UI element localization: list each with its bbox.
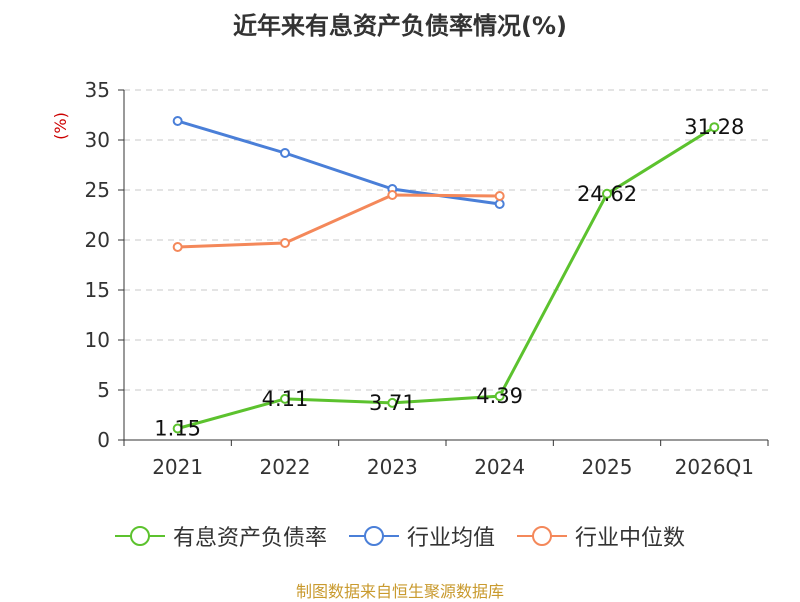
legend-label-2: 行业中位数 bbox=[575, 526, 686, 551]
chart-title: 近年来有息资产负债率情况(%) bbox=[233, 12, 567, 40]
y-tick-label: 10 bbox=[85, 328, 110, 352]
y-tick-label: 25 bbox=[85, 178, 110, 202]
series-line-2 bbox=[177, 193, 500, 249]
y-tick-label: 5 bbox=[97, 378, 110, 402]
data-label: 31.28 bbox=[684, 115, 744, 139]
data-point-0 bbox=[172, 423, 183, 434]
series-line-1 bbox=[177, 119, 500, 206]
data-point-0 bbox=[387, 397, 398, 408]
y-tick-label: 30 bbox=[85, 128, 110, 152]
source-note: 制图数据来自恒生聚源数据库 bbox=[295, 582, 504, 601]
legend-item-series-1[interactable]: 行业均值 bbox=[348, 520, 495, 552]
x-tick-label: 2023 bbox=[367, 455, 418, 479]
data-point-2 bbox=[387, 190, 398, 200]
y-tick-label: 0 bbox=[97, 428, 110, 452]
legend-item-series-0[interactable]: 有息资产负债率 bbox=[114, 520, 327, 552]
data-point-2 bbox=[280, 238, 290, 248]
x-tick-label: 2021 bbox=[152, 455, 203, 479]
x-tick-label: 2024 bbox=[474, 455, 525, 479]
data-point-1 bbox=[172, 116, 183, 126]
data-point-0 bbox=[709, 122, 720, 133]
data-label: 3.71 bbox=[369, 391, 416, 415]
data-point-2 bbox=[172, 242, 183, 252]
data-point-0 bbox=[280, 393, 290, 404]
legend-swatch-1 bbox=[348, 526, 399, 546]
legend-item-series-2[interactable]: 行业中位数 bbox=[517, 520, 685, 552]
data-label: 24.62 bbox=[577, 182, 637, 206]
data-point-0 bbox=[602, 188, 612, 199]
legend: 有息资产负债率 行业均值 行业中位数 bbox=[0, 520, 800, 552]
data-point-2 bbox=[494, 191, 505, 201]
y-tick-label: 15 bbox=[85, 278, 110, 302]
x-tick-label: 2025 bbox=[582, 455, 633, 479]
y-tick-label: 35 bbox=[85, 78, 110, 102]
legend-swatch-0 bbox=[114, 526, 165, 546]
series-line-0 bbox=[177, 125, 716, 430]
y-tick-label: 20 bbox=[85, 228, 110, 252]
data-point-1 bbox=[280, 148, 290, 158]
y-axis-label: (%) bbox=[51, 112, 70, 140]
data-label: 4.39 bbox=[476, 384, 523, 408]
data-point-0 bbox=[494, 391, 505, 402]
legend-swatch-2 bbox=[517, 526, 567, 546]
x-tick-label: 2022 bbox=[260, 455, 311, 479]
data-point-1 bbox=[494, 199, 505, 209]
x-tick-label: 2026Q1 bbox=[675, 455, 754, 479]
data-label: 4.11 bbox=[262, 387, 309, 411]
legend-label-0: 有息资产负债率 bbox=[172, 526, 327, 551]
legend-label-1: 行业均值 bbox=[406, 526, 495, 551]
data-label: 1.15 bbox=[154, 417, 201, 441]
